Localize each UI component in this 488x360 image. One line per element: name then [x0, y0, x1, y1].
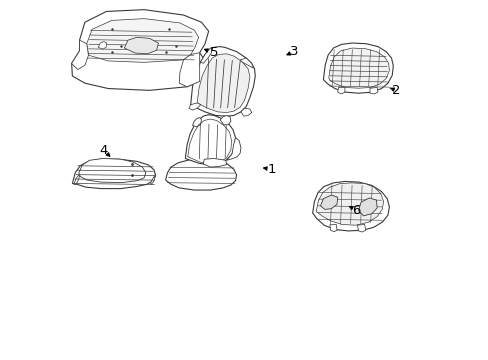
Polygon shape — [165, 159, 236, 190]
Polygon shape — [72, 159, 155, 189]
Polygon shape — [188, 103, 201, 110]
Polygon shape — [124, 37, 158, 54]
Polygon shape — [329, 225, 336, 231]
Polygon shape — [358, 198, 376, 216]
Polygon shape — [320, 195, 337, 210]
Polygon shape — [179, 53, 199, 87]
Text: 1: 1 — [266, 163, 275, 176]
Polygon shape — [79, 158, 145, 183]
Polygon shape — [357, 225, 365, 232]
Text: 5: 5 — [209, 46, 218, 59]
Polygon shape — [337, 87, 344, 94]
Text: 3: 3 — [290, 45, 298, 58]
Polygon shape — [312, 181, 388, 231]
Polygon shape — [74, 175, 80, 185]
Polygon shape — [86, 19, 198, 62]
Polygon shape — [72, 10, 208, 90]
Polygon shape — [226, 138, 241, 160]
Polygon shape — [201, 47, 211, 63]
Polygon shape — [150, 174, 155, 184]
Polygon shape — [240, 58, 253, 68]
Text: 6: 6 — [351, 204, 360, 217]
Polygon shape — [316, 183, 383, 225]
Polygon shape — [220, 116, 230, 125]
Polygon shape — [197, 54, 249, 113]
Polygon shape — [203, 158, 226, 167]
Polygon shape — [185, 115, 235, 165]
Polygon shape — [72, 40, 88, 69]
Text: 4: 4 — [100, 144, 108, 157]
Polygon shape — [98, 41, 106, 49]
Text: 2: 2 — [391, 84, 399, 97]
Polygon shape — [369, 87, 377, 94]
Polygon shape — [190, 46, 255, 116]
Polygon shape — [241, 108, 251, 116]
Polygon shape — [323, 43, 392, 93]
Polygon shape — [192, 118, 201, 127]
Polygon shape — [328, 48, 388, 88]
